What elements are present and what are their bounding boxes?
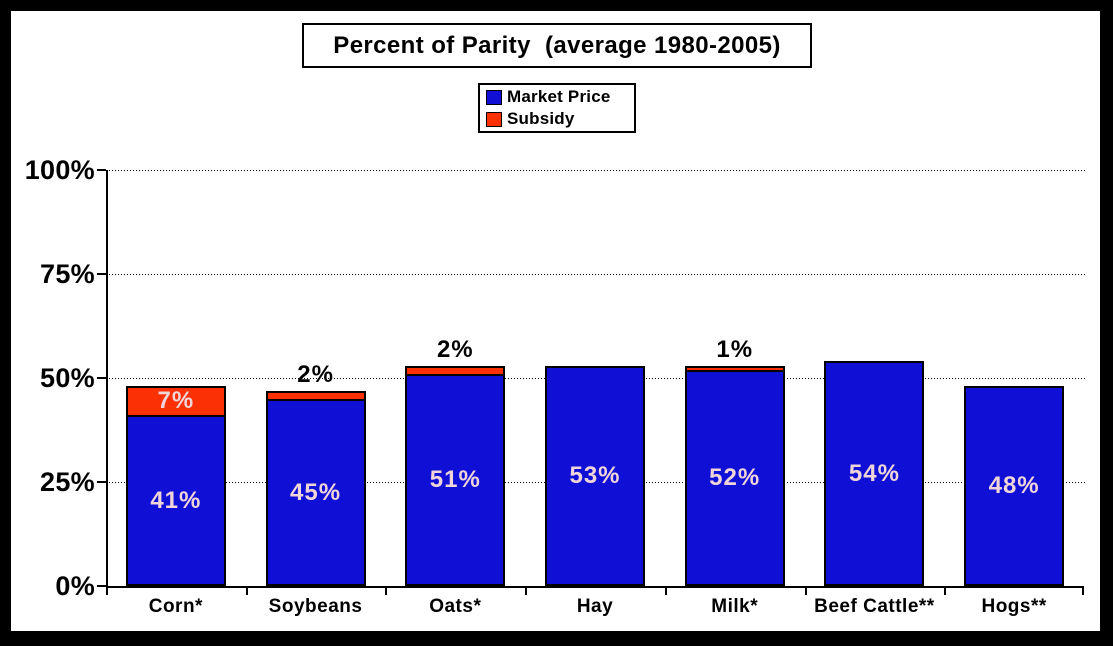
market-price-value-label: 45% bbox=[290, 478, 342, 506]
legend-label-subsidy: Subsidy bbox=[507, 109, 575, 128]
market-price-segment bbox=[684, 370, 785, 586]
subsidy-value-label: 7% bbox=[157, 386, 195, 414]
category-label: Hay bbox=[576, 596, 614, 617]
market-price-value-label: 51% bbox=[429, 466, 481, 493]
x-axis-tick bbox=[525, 586, 528, 595]
y-axis-tick bbox=[97, 377, 106, 379]
market-price-segment bbox=[405, 374, 506, 586]
chart-title: Percent of Parity (average 1980-2005) bbox=[333, 31, 781, 59]
y-axis-tick-label: 25% bbox=[40, 467, 95, 497]
category-label: Oats* bbox=[429, 596, 482, 617]
gridline-100 bbox=[106, 170, 1086, 171]
market-price-segment bbox=[824, 361, 925, 586]
subsidy-value-label-above: 1% bbox=[716, 336, 754, 363]
x-axis-tick bbox=[944, 586, 947, 595]
chart-canvas: 100% 75% 50% 25% 0% 41% 7% Corn* 45% 2% Soybeans 51… bbox=[11, 11, 1100, 631]
category-label: Corn* bbox=[148, 596, 203, 617]
legend: Market Price Subsidy bbox=[478, 83, 636, 133]
y-axis-tick-label: 75% bbox=[40, 259, 95, 289]
market-price-value-label: 53% bbox=[569, 462, 621, 489]
market-price-segment bbox=[964, 386, 1065, 586]
x-axis-tick bbox=[664, 586, 667, 595]
y-axis-tick-label: 50% bbox=[40, 363, 95, 393]
market-price-segment bbox=[125, 415, 226, 586]
subsidy-segment bbox=[684, 366, 785, 370]
market-price-segment bbox=[265, 399, 366, 586]
x-axis-tick bbox=[106, 586, 108, 595]
market-price-value-label: 41% bbox=[150, 486, 202, 514]
plot-area: 100% 75% 50% 25% 0% 41% 7% Corn* 45% 2% Soybeans 51… bbox=[11, 11, 1100, 631]
category-label: Milk* bbox=[711, 596, 759, 617]
market-price-value-label: 54% bbox=[848, 459, 900, 487]
y-axis-tick bbox=[97, 481, 106, 483]
legend-label-market-price: Market Price bbox=[507, 87, 611, 106]
subsidy-segment bbox=[125, 386, 226, 415]
y-axis-line bbox=[106, 170, 108, 588]
subsidy-segment bbox=[265, 391, 366, 399]
x-axis-tick bbox=[385, 586, 388, 595]
y-axis-tick bbox=[97, 169, 106, 171]
market-price-value-label: 48% bbox=[988, 472, 1040, 499]
y-axis-tick bbox=[97, 273, 106, 275]
category-label: Beef Cattle** bbox=[814, 596, 935, 617]
category-label: Hogs** bbox=[981, 596, 1047, 617]
market-price-segment bbox=[545, 366, 645, 586]
category-label: Soybeans bbox=[268, 596, 363, 617]
subsidy-value-label-above: 2% bbox=[297, 361, 334, 388]
market-price-swatch-icon bbox=[486, 89, 502, 105]
x-axis-tick bbox=[1082, 586, 1084, 595]
x-axis-line bbox=[106, 586, 1084, 588]
x-axis-tick bbox=[245, 586, 248, 595]
y-axis-tick bbox=[97, 585, 106, 587]
subsidy-value-label-above: 2% bbox=[436, 336, 474, 363]
y-axis-tick-label: 0% bbox=[55, 571, 95, 601]
legend-item-subsidy: Subsidy bbox=[486, 109, 628, 129]
chart-title-box: Percent of Parity (average 1980-2005) bbox=[302, 23, 812, 68]
subsidy-swatch-icon bbox=[486, 111, 502, 127]
gridline-75 bbox=[106, 274, 1086, 275]
x-axis-tick bbox=[804, 586, 807, 595]
subsidy-segment bbox=[405, 366, 506, 374]
market-price-value-label: 52% bbox=[709, 464, 761, 491]
y-axis-tick-label: 100% bbox=[24, 155, 95, 185]
legend-item-market-price: Market Price bbox=[486, 87, 628, 107]
